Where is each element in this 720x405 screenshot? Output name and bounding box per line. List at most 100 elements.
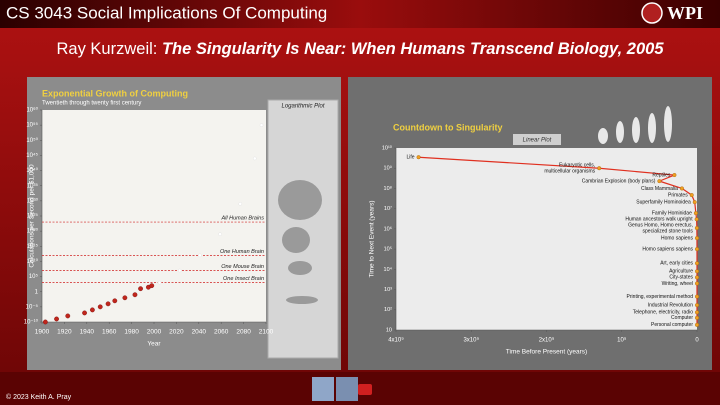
y-tick-label: 10³ — [384, 287, 392, 293]
x-tick-label: 2100 — [259, 329, 274, 336]
y-tick-label: 1 — [35, 289, 39, 295]
x-tick-label: 1900 — [35, 329, 50, 336]
annotation-label: One Mouse Brain — [221, 264, 264, 270]
y-tick-label: 10²⁰ — [27, 228, 39, 235]
y-tick-label: 10¹⁰ — [27, 258, 39, 265]
event-label: Computer — [671, 315, 693, 321]
event-label: Art, early cities — [660, 261, 693, 267]
x-tick-label: 10⁹ — [617, 337, 627, 344]
data-point — [695, 322, 700, 327]
event-label: Agriculture — [669, 269, 693, 275]
data-point — [694, 275, 699, 280]
data-point — [695, 315, 700, 320]
event-label: Reptiles — [652, 172, 671, 178]
annotation-label: One Insect Brain — [223, 276, 264, 282]
data-point — [694, 269, 699, 274]
y-tick-label: 10³⁰ — [27, 197, 39, 204]
linear-plot-box — [513, 134, 561, 145]
y-tick-label: 10⁹ — [384, 165, 392, 172]
x-tick-label: 0 — [695, 338, 699, 344]
data-point — [198, 253, 202, 258]
y-tick-label: 10⁸ — [384, 185, 392, 192]
y-tick-label: 10⁵⁰ — [26, 137, 38, 144]
data-point — [90, 307, 95, 313]
slide-title: Ray Kurzweil: The Singularity Is Near: W… — [57, 40, 665, 58]
y-tick-label: 10⁵ — [29, 273, 39, 280]
data-point — [218, 232, 222, 236]
panel-label: Linear Plot — [523, 138, 552, 144]
event-label: Primates — [668, 192, 688, 198]
data-point — [672, 173, 677, 178]
event-label: specialized stone tools — [643, 228, 694, 234]
data-point — [693, 211, 698, 216]
data-point — [694, 236, 699, 241]
data-point — [657, 179, 662, 184]
panel-label: Logarithmic Plot — [281, 104, 324, 110]
data-point — [132, 292, 138, 298]
event-label: Family Hominidae — [652, 210, 692, 216]
x-axis-label: Time Before Present (years) — [506, 349, 587, 356]
data-point — [138, 286, 143, 292]
data-point — [694, 261, 699, 266]
event-label: Class Mammalia — [641, 186, 678, 192]
event-label: Homo sapiens sapiens — [642, 246, 693, 252]
data-point — [694, 281, 699, 286]
thumbnail — [336, 377, 358, 401]
x-tick-label: 2x10⁹ — [539, 337, 555, 344]
data-point — [694, 217, 699, 222]
data-point — [692, 200, 697, 205]
event-label: Cambrian Explosion (body plans) — [582, 178, 656, 184]
chart-title: Exponential Growth of Computing — [42, 88, 188, 98]
copyright: © 2023 Keith A. Pray — [6, 393, 72, 401]
chart-subtitle: Twentieth through twenty first century — [42, 101, 141, 107]
video-icon — [358, 384, 372, 395]
event-label: Homo sapiens — [661, 235, 693, 241]
thumbnail — [312, 377, 334, 401]
data-point — [694, 226, 699, 231]
data-point — [689, 193, 694, 198]
y-tick-label: 10 — [386, 327, 392, 333]
data-point — [679, 186, 684, 191]
event-label: Genus Homo, Homo erectus, — [628, 222, 693, 228]
event-label: multicellular organisms — [544, 169, 595, 175]
side-images — [278, 180, 322, 304]
chart-title: Countdown to Singularity — [393, 122, 503, 132]
left-plot-area — [42, 110, 266, 322]
data-point — [177, 268, 182, 273]
x-tick-label: 1960 — [102, 329, 117, 336]
event-label: Printing, experimental method — [627, 294, 694, 300]
right-plot-area — [396, 148, 697, 330]
y-tick-label: 10⁵ — [384, 246, 392, 253]
data-point — [252, 156, 257, 161]
course-title: CS 3043 Social Implications Of Computing — [6, 3, 327, 22]
event-label: Human ancestors walk upright — [625, 217, 693, 223]
top-bar — [0, 0, 720, 28]
x-tick-label: 4x10⁹ — [388, 337, 404, 344]
y-tick-label: 10¹⁵ — [27, 243, 39, 250]
evolution-silhouettes — [598, 106, 672, 144]
x-tick-label: 1940 — [80, 329, 95, 336]
y-tick-label: 10² — [384, 307, 392, 313]
data-point — [695, 303, 700, 308]
x-axis-label: Year — [147, 341, 161, 348]
event-label: Superfamily Hominoidea — [636, 199, 691, 205]
data-point — [54, 316, 59, 322]
y-tick-label: 10⁶⁰ — [26, 107, 38, 114]
x-tick-label: 1920 — [57, 329, 72, 336]
event-label: Personal computer — [651, 322, 693, 328]
title-book: The Singularity Is Near: When Humans Tra… — [162, 40, 664, 58]
y-axis-label: Calculations per Second per $1,000 — [29, 164, 36, 268]
data-point — [597, 166, 602, 171]
y-tick-label: 10¹⁰ — [382, 144, 393, 151]
x-tick-label: 2080 — [236, 329, 251, 336]
y-tick-label: 10⁴⁵ — [26, 152, 38, 159]
annotation-label: All Human Brains — [221, 216, 265, 222]
y-tick-label: 10⁷ — [384, 205, 392, 212]
event-label: City-states — [669, 275, 693, 281]
y-tick-label: 10⁴ — [384, 266, 393, 273]
x-tick-label: 3x10⁹ — [463, 337, 479, 344]
data-point — [42, 319, 48, 325]
logo: WPI — [667, 3, 703, 23]
x-tick-label: 2000 — [147, 329, 162, 336]
